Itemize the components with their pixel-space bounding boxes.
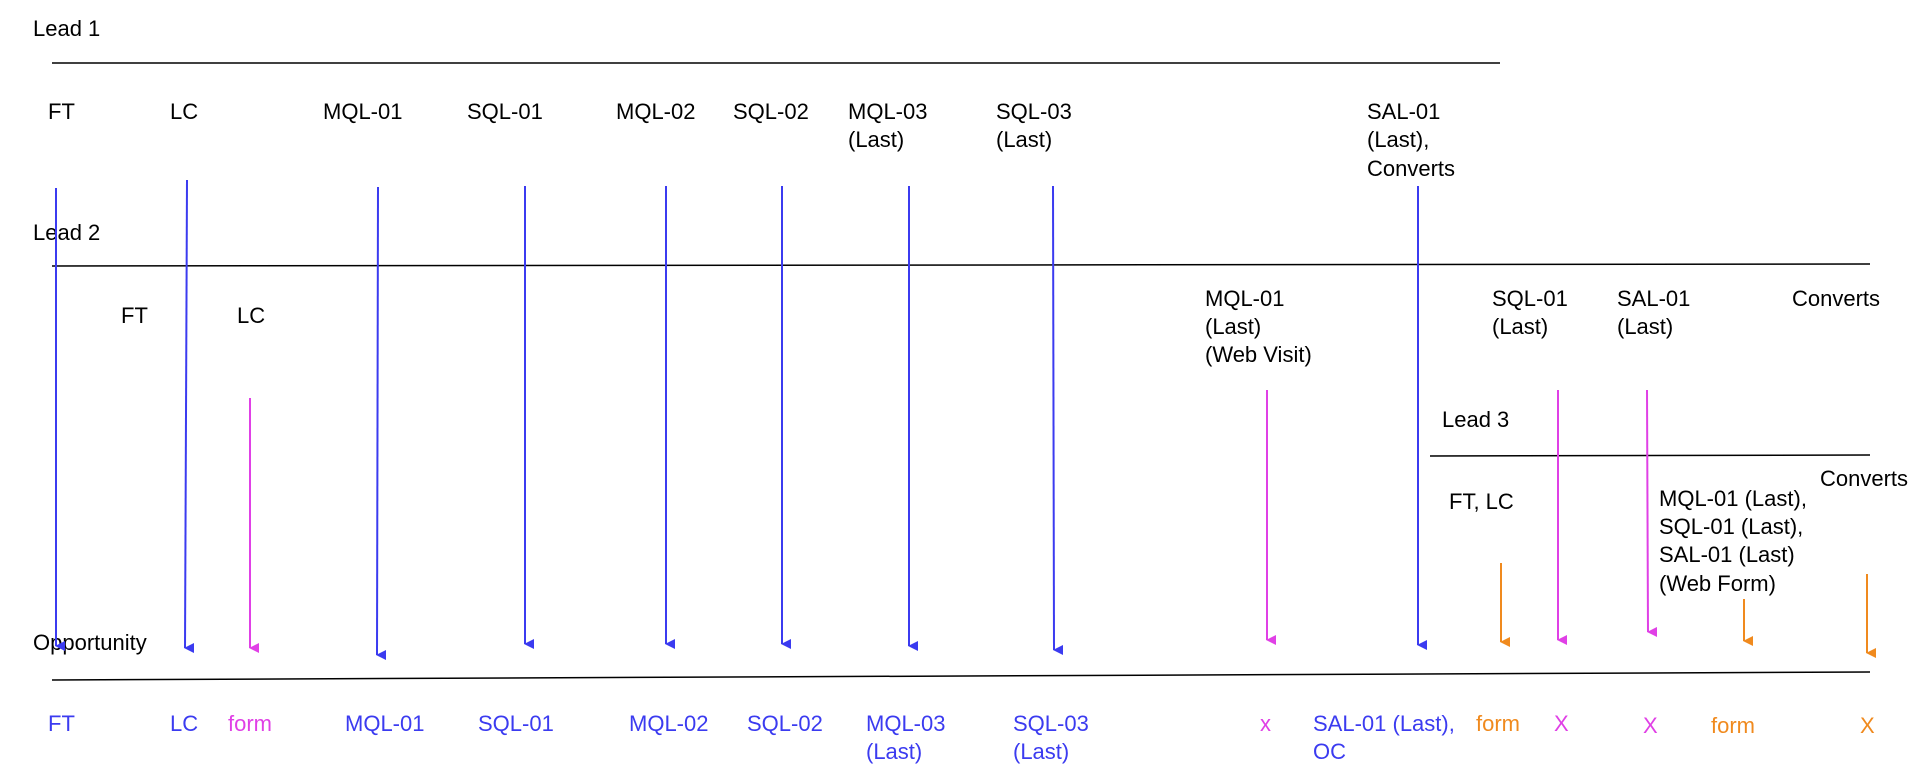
opp-x-label-3: X [1643, 713, 1658, 738]
opportunity-section-label: Opportunity [33, 630, 147, 655]
lead2-sal01-label: SAL-01 (Last) [1617, 286, 1697, 339]
lead1-section-label: Lead 1 [33, 16, 100, 41]
opp-sal01-oc-label: SAL-01 (Last), OC [1313, 711, 1461, 764]
opp-x-label-4: X [1860, 713, 1875, 738]
lead2-divider [51, 263, 1871, 267]
lead1-lc-label: LC [170, 99, 198, 124]
lead1-mql03-label: MQL-03 (Last) [848, 99, 934, 152]
lead1-sql01-label: SQL-01 [467, 99, 543, 124]
lead3-arrows [1500, 563, 1876, 658]
opp-sql03-label: SQL-03 (Last) [1013, 711, 1095, 764]
opp-sql02-label: SQL-02 [747, 711, 823, 736]
arrow-lead1-mql01 [376, 186, 387, 661]
arrow-lead2-sal01 [1646, 389, 1658, 637]
opp-form-label-1: form [228, 711, 272, 736]
lead1-mql02-label: MQL-02 [616, 99, 695, 124]
lead2-mql01-label: MQL-01 (Last) (Web Visit) [1205, 286, 1312, 367]
opp-mql02-label: MQL-02 [629, 711, 708, 736]
lead3-section-label: Lead 3 [1442, 407, 1509, 432]
opportunity-divider [51, 671, 1871, 681]
lead1-ft-label: FT [48, 99, 75, 124]
lead1-mql01-label: MQL-01 [323, 99, 402, 124]
lead2-lc-label: LC [237, 303, 265, 328]
lead2-sql01-label: SQL-01 (Last) [1492, 286, 1574, 339]
lead1-sal01-label: SAL-01 (Last), Converts [1367, 99, 1455, 181]
opp-ft-label: FT [48, 711, 75, 736]
arrow-lead1-sql03 [1052, 185, 1064, 655]
opp-form-label-3: form [1711, 713, 1755, 738]
opp-lc-label: LC [170, 711, 198, 736]
opp-form-label-2: form [1476, 711, 1520, 736]
lead3-ftlc-label: FT, LC [1449, 489, 1514, 514]
lead2-arrows [249, 389, 1658, 653]
opp-x-label-2: X [1554, 711, 1569, 736]
lead3-converts-label: Converts [1820, 466, 1908, 491]
lead3-divider [1429, 454, 1871, 457]
lead3-combo-label: MQL-01 (Last), SQL-01 (Last), SAL-01 (La… [1659, 486, 1813, 596]
lead2-converts-label: Converts [1792, 286, 1880, 311]
lead2-section-label: Lead 2 [33, 220, 100, 245]
lead1-sql03-label: SQL-03 (Last) [996, 99, 1078, 152]
opp-mql03-label: MQL-03 (Last) [866, 711, 952, 764]
arrow-lead1-lc [184, 179, 195, 654]
opp-x-label-1: x [1260, 711, 1271, 736]
lead1-sql02-label: SQL-02 [733, 99, 809, 124]
lead2-ft-label: FT [121, 303, 148, 328]
lead1-arrows [55, 179, 1427, 661]
opp-sql01-label: SQL-01 [478, 711, 554, 736]
opp-mql01-label: MQL-01 [345, 711, 424, 736]
